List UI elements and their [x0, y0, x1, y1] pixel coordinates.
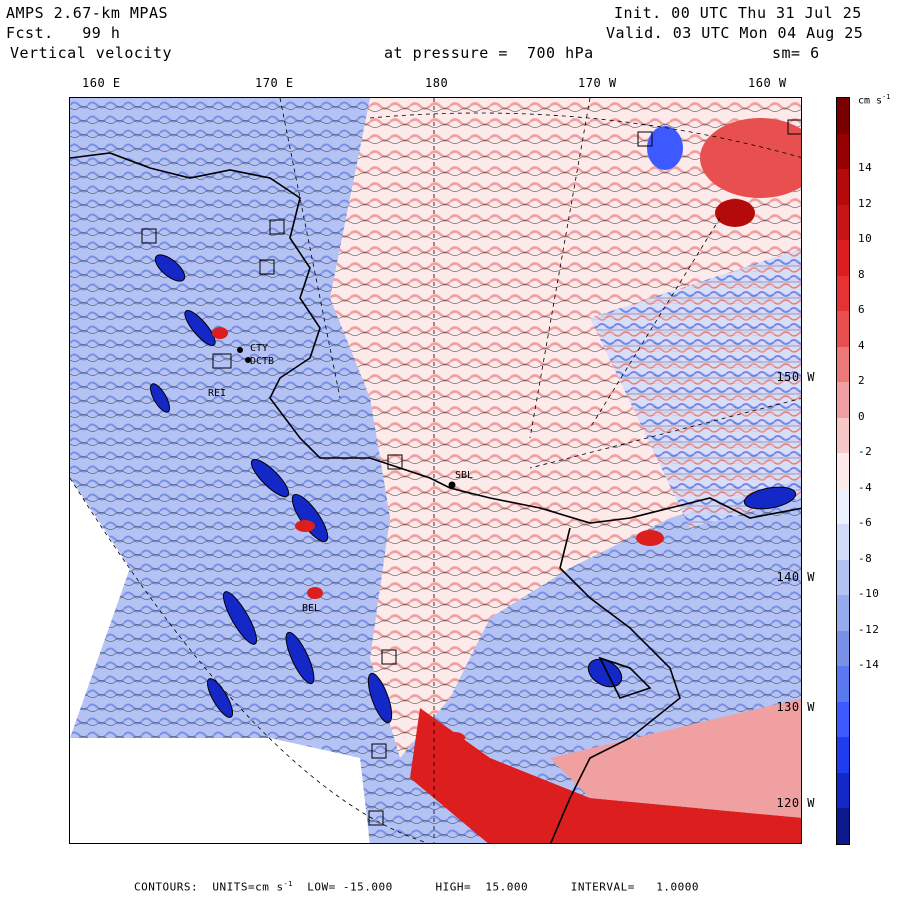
updraft-south-band	[410, 708, 801, 843]
colorbar-cell	[837, 133, 849, 170]
label-boxes	[141, 119, 801, 826]
colorbar-cell	[837, 630, 849, 667]
colorbar-tick-label: -2	[858, 445, 873, 459]
region-sw	[70, 298, 400, 843]
colorbar-tick-label: 14	[858, 161, 873, 175]
colorbar-cell	[837, 417, 849, 454]
colorbar-cell	[837, 595, 849, 632]
updraft-spots	[212, 327, 664, 744]
contour-info: CONTOURS: UNITS=cm s-1 LOW= -15.000 HIGH…	[134, 880, 700, 894]
region-central-pink	[330, 98, 801, 758]
downdraft-streaks	[149, 254, 797, 724]
station-label-sbl: SBL	[455, 470, 474, 481]
colorbar-tick-label: 4	[858, 338, 866, 352]
colorbar-cell	[837, 772, 849, 809]
station-label-rei: REI	[208, 388, 227, 399]
station-markers	[237, 347, 456, 489]
colorbar-tick-label: 8	[858, 267, 866, 281]
blank-region-west	[70, 478, 130, 738]
colorbar-tick-label: -6	[858, 516, 873, 530]
colorbar-tick-label: 0	[858, 409, 866, 423]
lon-label-180: 180	[425, 76, 449, 90]
colorbar-cell	[837, 488, 849, 525]
colorbar-cell	[837, 240, 849, 277]
lon-label-160w: 160 W	[748, 76, 787, 90]
colorbar-cell	[837, 701, 849, 738]
colorbar-tick-label: 12	[858, 196, 873, 210]
map-svg	[70, 98, 801, 843]
lat-label-130w: 130 W	[776, 700, 815, 714]
colorbar-cell	[837, 346, 849, 383]
colorbar-cell	[837, 169, 849, 206]
colorbar-cell	[837, 98, 849, 135]
coastline	[70, 152, 801, 843]
colorbar-tick-label: 10	[858, 232, 873, 246]
colorbar-cell	[837, 666, 849, 703]
colorbar-tick-label: -14	[858, 658, 880, 672]
lat-label-140w: 140 W	[776, 570, 815, 584]
colorbar-cell	[837, 524, 849, 561]
colorbar-unit: cm s-1	[858, 93, 891, 107]
lat-label-150w: 150 W	[776, 370, 815, 384]
colorbar-tick-label: -8	[858, 551, 873, 565]
colorbar-tick-label: -10	[858, 587, 880, 601]
model-title: AMPS 2.67-km MPAS	[6, 4, 169, 22]
station-label-bel: BEL	[302, 603, 321, 614]
colorbar-tick-label: 2	[858, 374, 866, 388]
colorbar-cell	[837, 382, 849, 419]
colorbar-cell	[837, 275, 849, 312]
colorbar-cell	[837, 737, 849, 774]
updraft-south-light	[550, 698, 801, 818]
pressure-level: at pressure = 700 hPa	[384, 44, 594, 62]
colorbar-cell	[837, 453, 849, 490]
colorbar-cell	[837, 204, 849, 241]
downdraft-ne	[647, 126, 683, 170]
vertical-velocity-map: SBL CTY DCTB REI BEL	[69, 97, 802, 844]
valid-time: Valid. 03 UTC Mon 04 Aug 25	[606, 24, 864, 42]
colorbar-tick-label: -4	[858, 480, 873, 494]
field-name: Vertical velocity	[10, 44, 173, 62]
lon-label-170w: 170 W	[578, 76, 617, 90]
lat-label-120w: 120 W	[776, 796, 815, 810]
lon-label-160e: 160 E	[82, 76, 121, 90]
colorbar-cell	[837, 808, 849, 845]
init-time: Init. 00 UTC Thu 31 Jul 25	[614, 4, 862, 22]
updraft-ne	[700, 118, 801, 198]
station-label-cty: CTY	[250, 343, 269, 354]
colorbar-cell	[837, 559, 849, 596]
colorbar	[836, 97, 850, 845]
graticule	[70, 98, 801, 843]
station-label-dctb: DCTB	[250, 356, 275, 367]
updraft-ne-core	[715, 199, 755, 227]
colorbar-tick-label: 6	[858, 303, 866, 317]
region-east	[590, 248, 801, 528]
forecast-hour: Fcst. 99 h	[6, 24, 121, 42]
colorbar-cell	[837, 311, 849, 348]
colorbar-tick-label: -12	[858, 622, 880, 636]
lon-label-170e: 170 E	[255, 76, 294, 90]
blank-region-south	[70, 738, 370, 843]
smoothing: sm= 6	[772, 44, 820, 62]
